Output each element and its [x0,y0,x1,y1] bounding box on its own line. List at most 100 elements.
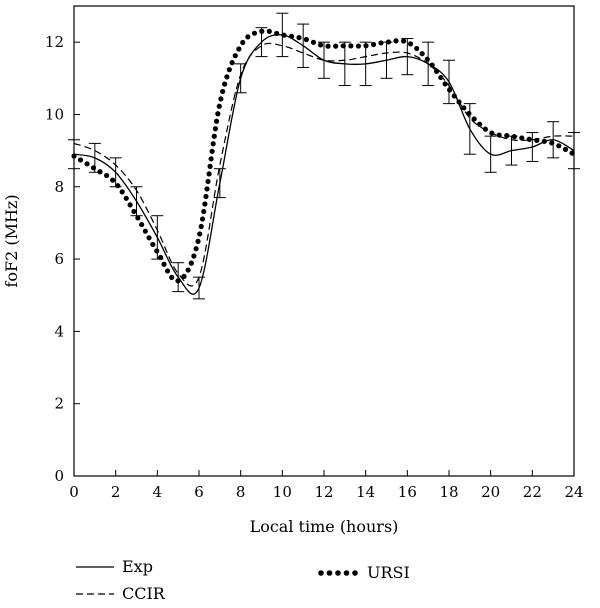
x-tick-label: 20 [481,483,500,501]
series-ccir [73,42,575,287]
series-ursi-point [71,153,77,159]
series-ursi-point [245,34,251,40]
series-ursi-point [274,30,280,37]
series-ursi-point [215,111,221,117]
series-ursi-point [482,126,488,132]
series-ursi-point [131,208,137,215]
series-ursi-point [424,56,430,62]
series-ursi-point [202,201,208,207]
x-tick-label: 18 [439,483,458,501]
error-bars [68,12,580,300]
y-tick-label: 6 [54,250,64,268]
series-ursi-point [340,43,346,49]
series-ursi-point [212,126,218,132]
x-tick-label: 22 [523,483,542,501]
series-ursi-point [97,169,103,175]
x-axis: 0 2 4 6 8 10 12 14 16 18 20 22 24 [69,470,584,501]
legend: Exp CCIR URSI [76,557,410,603]
legend-label: URSI [367,563,410,582]
series-ursi [71,28,575,284]
series-ursi-point [207,163,213,169]
y-tick-label: 10 [45,105,64,123]
series-ursi-point [569,150,575,156]
x-tick-label: 4 [153,483,163,501]
series-ursi-point [169,274,175,280]
series-ursi-point [193,246,199,252]
series-ursi-point [181,273,187,280]
series-ursi-point [198,223,204,230]
series-ursi-point [123,195,129,201]
y-axis: 0 2 4 6 8 10 12 [45,33,80,485]
series-ursi-point [211,133,217,139]
series-ursi-point [511,134,517,140]
series-ursi-point [496,132,502,138]
series-ursi-point [175,278,181,284]
series-ursi-point [185,267,191,273]
series-ursi-point [220,88,226,95]
series-ursi-point [333,43,339,49]
series-exp [68,12,580,300]
series-ursi-point [504,133,510,139]
series-ursi-point [385,39,392,45]
series-ursi-point [456,99,462,105]
y-tick-label: 2 [54,395,64,413]
legend-label: Exp [122,557,153,576]
series-ursi-point [251,30,258,36]
x-tick-label: 8 [236,483,246,501]
series-ursi-point [204,186,210,192]
series-ursi-point [419,51,425,57]
x-tick-label: 0 [69,483,79,501]
x-tick-label: 24 [564,483,583,501]
series-ursi-point [429,62,435,68]
x-tick-label: 14 [356,483,375,501]
series-ursi-point [127,202,133,208]
series-ursi-point [210,141,216,147]
series-ursi-point [236,46,242,52]
series-ursi-point [534,137,540,144]
series-ursi-point [393,38,399,44]
legend-marker [326,570,333,576]
y-tick-label: 8 [54,178,64,196]
series-ursi-point [119,189,125,195]
legend-item-ccir: CCIR [76,584,166,603]
plot-area [68,12,580,300]
series-ursi-point [150,241,156,248]
y-tick-label: 0 [54,467,64,485]
series-ursi-point [355,43,362,49]
series-ursi-point [222,81,228,87]
series-ursi-point [142,228,148,234]
series-ursi-point [433,68,440,74]
series-ursi-point [115,183,121,189]
series-ursi-point [489,130,495,136]
x-tick-label: 10 [273,483,292,501]
series-ursi-point [466,110,472,117]
series-ursi-point [370,41,377,48]
series-ursi-point [164,268,171,274]
series-ursi-point [203,193,209,200]
series-ursi-point [154,248,160,254]
y-tick-label: 12 [45,33,64,51]
series-ursi-point [378,40,384,46]
series-ursi-point [266,28,272,34]
series-ursi-point [447,87,453,93]
series-ursi-point [442,81,448,87]
series-ursi-point [195,238,201,244]
series-ursi-point [414,45,420,52]
series-ursi-point [216,103,222,109]
series-ursi-point [549,140,555,146]
series-ursi-point [541,138,547,144]
series-ursi-point [288,33,295,39]
legend-item-ursi: URSI [318,563,410,582]
series-ursi-point [526,136,532,142]
series-ursi-point [226,67,232,73]
series-ursi-point [259,28,265,34]
series-ursi-point [461,105,467,111]
legend-marker [335,570,341,576]
series-ursi-point [188,260,194,266]
series-ursi-point [161,261,167,267]
series-ursi-point [110,177,116,183]
y-axis-label: foF2 (MHz) [2,194,21,287]
series-ursi-point [90,165,97,171]
x-axis-label: Local time (hours) [250,517,399,536]
